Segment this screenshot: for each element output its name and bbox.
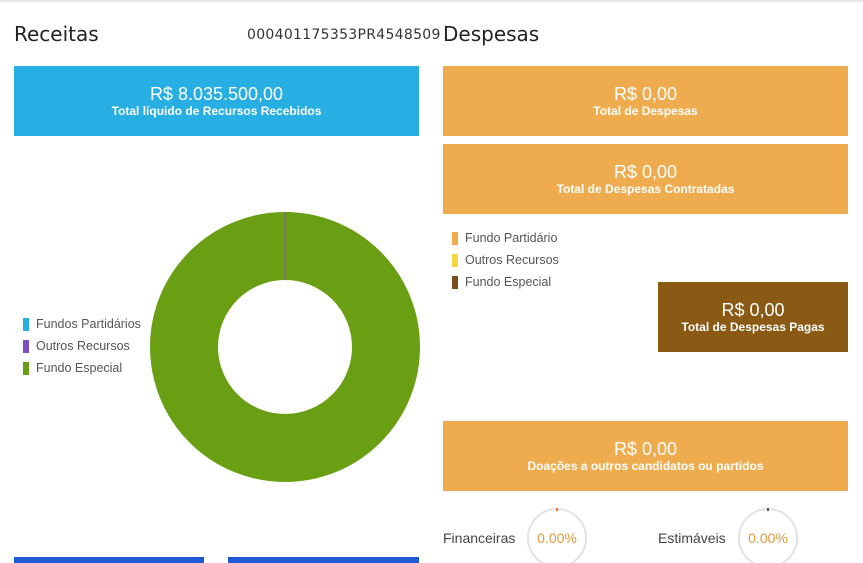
legend-item-fundo-especial[interactable]: Fundo Especial (23, 357, 141, 379)
despesas-legend: Fundo Partidário Outros Recursos Fundo E… (452, 227, 559, 293)
legend-swatch (23, 361, 29, 375)
despesas-pagas-label: Total de Despesas Pagas (681, 320, 825, 334)
total-despesas-label: Total de Despesas (593, 104, 698, 118)
gauge-estimaveis-label: Estimáveis (658, 530, 726, 546)
bottom-tab-bar-right[interactable] (228, 557, 419, 563)
legend-item-fundo-especial[interactable]: Fundo Especial (452, 271, 559, 293)
receitas-donut-chart (150, 212, 420, 482)
legend-label: Outros Recursos (36, 339, 130, 353)
legend-swatch (23, 339, 29, 353)
total-receitas-label: Total líquido de Recursos Recebidos (111, 104, 322, 118)
total-despesas-value: R$ 0,00 (613, 84, 678, 104)
bottom-tab-bar-left[interactable] (14, 557, 204, 563)
gauge-estimaveis-ring (738, 508, 798, 563)
receitas-legend: Fundos Partidários Outros Recursos Fundo… (23, 313, 141, 379)
legend-swatch (452, 231, 458, 245)
legend-item-outros-recursos[interactable]: Outros Recursos (23, 335, 141, 357)
despesas-contratadas-card: R$ 0,00 Total de Despesas Contratadas (443, 144, 848, 214)
gauge-financeiras-value: 0.00% (537, 530, 577, 546)
legend-swatch (452, 253, 458, 267)
total-despesas-card: R$ 0,00 Total de Despesas (443, 66, 848, 136)
top-divider (0, 0, 863, 2)
legend-swatch (452, 275, 458, 289)
despesas-pagas-value: R$ 0,00 (721, 300, 785, 320)
legend-label: Fundo Partidário (465, 231, 558, 245)
receitas-title: Receitas (14, 22, 99, 46)
legend-item-fundos-partidarios[interactable]: Fundos Partidários (23, 313, 141, 335)
legend-item-fundo-partidario[interactable]: Fundo Partidário (452, 227, 559, 249)
despesas-pagas-card: R$ 0,00 Total de Despesas Pagas (658, 282, 848, 352)
despesas-title: Despesas (443, 22, 540, 46)
doacoes-label: Doações a outros candidatos ou partidos (527, 459, 764, 473)
doacoes-card: R$ 0,00 Doações a outros candidatos ou p… (443, 421, 848, 491)
total-receitas-value: R$ 8.035.500,00 (149, 84, 284, 104)
gauge-financeiras-label: Financeiras (443, 530, 516, 546)
protocol-number: 000401175353PR4548509 (247, 27, 441, 43)
doacoes-value: R$ 0,00 (613, 439, 678, 459)
despesas-contratadas-label: Total de Despesas Contratadas (556, 182, 735, 196)
despesas-contratadas-value: R$ 0,00 (613, 162, 678, 182)
legend-label: Fundos Partidários (36, 317, 141, 331)
gauge-estimaveis-value: 0.00% (748, 530, 788, 546)
legend-label: Outros Recursos (465, 253, 559, 267)
legend-label: Fundo Especial (465, 275, 552, 289)
legend-item-outros-recursos[interactable]: Outros Recursos (452, 249, 559, 271)
legend-swatch (23, 317, 29, 331)
legend-label: Fundo Especial (36, 361, 123, 375)
total-receitas-card: R$ 8.035.500,00 Total líquido de Recurso… (14, 66, 419, 136)
gauge-financeiras-ring (527, 508, 587, 563)
